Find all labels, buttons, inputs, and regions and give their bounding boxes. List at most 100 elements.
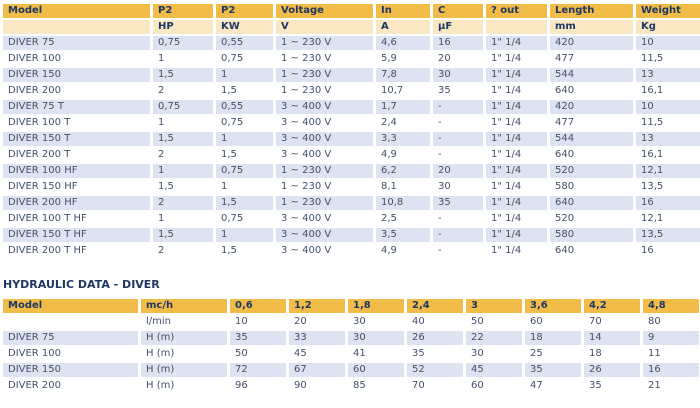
table-cell: 1	[216, 228, 273, 242]
table-cell: 1,5	[216, 244, 273, 258]
table-cell: 41	[348, 347, 404, 361]
table-cell: -	[433, 228, 483, 242]
model-cell: DIVER 100	[3, 52, 150, 66]
table-cell: 477	[550, 52, 633, 66]
table-cell: 544	[550, 132, 633, 146]
table-cell: 2,5	[376, 212, 430, 226]
table-cell: 45	[289, 347, 345, 361]
model-cell	[3, 315, 138, 329]
table-cell: 1 ~ 230 V	[276, 84, 373, 98]
table-cell: 1	[153, 116, 213, 130]
table-cell: -	[433, 116, 483, 130]
header-cell: mm	[550, 20, 633, 34]
table-cell: 45	[466, 363, 522, 377]
table-row: DIVER 200 2 1,5 1 ~ 230 V 10,7 35 1" 1/4 640 16,…	[3, 84, 700, 98]
model-cell: DIVER 200 HF	[3, 196, 150, 210]
table-cell: 1" 1/4	[486, 116, 547, 130]
header-cell: 1,8	[348, 299, 404, 313]
table-cell: 10,7	[376, 84, 430, 98]
technical-table-body: DIVER 75 0,75 0,55 1 ~ 230 V 4,6 16 1" 1/4 420 1…	[3, 36, 700, 258]
table-cell: 1" 1/4	[486, 36, 547, 50]
table-cell: 26	[407, 331, 463, 345]
table-cell: -	[433, 244, 483, 258]
table-cell: 6,2	[376, 164, 430, 178]
table-cell: 1" 1/4	[486, 68, 547, 82]
table-cell: 1	[153, 212, 213, 226]
header-cell: 4,8	[643, 299, 699, 313]
table-cell: -	[433, 132, 483, 146]
table-row: DIVER 100 H (m) 50 45 41 35 30 25 18 11	[3, 347, 699, 361]
technical-header-row: Model P2 P2 Voltage In C? out Length Weight	[3, 4, 700, 18]
table-cell: 47	[525, 379, 581, 393]
table-row: DIVER 150 T 1,5 1 3 ~ 400 V 3,3-1" 1/4 544 13	[3, 132, 700, 146]
table-cell: 1" 1/4	[486, 164, 547, 178]
table-cell: 67	[289, 363, 345, 377]
table-row: DIVER 100 T HF 1 0,75 3 ~ 400 V 2,5-1" 1/4 52…	[3, 212, 700, 226]
header-cell: 3	[466, 299, 522, 313]
table-cell: 40	[407, 315, 463, 329]
table-cell: 13,5	[636, 180, 700, 194]
table-row: DIVER 150 1,5 1 1 ~ 230 V 7,8 30 1" 1/4 544 13	[3, 68, 700, 82]
table-cell: 0,75	[153, 36, 213, 50]
table-cell: 10	[636, 36, 700, 50]
table-cell: 1	[216, 132, 273, 146]
table-cell: 16,1	[636, 84, 700, 98]
table-cell: 0,75	[216, 116, 273, 130]
table-cell: 16	[636, 244, 700, 258]
table-cell: 90	[289, 379, 345, 393]
model-cell: DIVER 100	[3, 347, 138, 361]
table-cell: 1	[216, 68, 273, 82]
table-cell: 26	[584, 363, 640, 377]
table-cell: 70	[407, 379, 463, 393]
table-cell: 3 ~ 400 V	[276, 148, 373, 162]
table-cell: 30	[433, 68, 483, 82]
table-row: DIVER 75 T 0,75 0,55 3 ~ 400 V 1,7-1" 1/4 420…	[3, 100, 700, 114]
table-cell: 8,1	[376, 180, 430, 194]
table-cell: 70	[584, 315, 640, 329]
table-cell: 1,5	[153, 68, 213, 82]
table-cell: 16	[643, 363, 699, 377]
table-cell: 11,5	[636, 116, 700, 130]
table-cell: 580	[550, 228, 633, 242]
table-row: DIVER 75 0,75 0,55 1 ~ 230 V 4,6 16 1" 1/4 420 1…	[3, 36, 700, 50]
header-cell: HP	[153, 20, 213, 34]
table-cell: 50	[230, 347, 286, 361]
table-cell: 11,5	[636, 52, 700, 66]
table-cell: 2	[153, 84, 213, 98]
table-cell: H (m)	[141, 347, 227, 361]
table-cell: 13	[636, 132, 700, 146]
table-cell: 1 ~ 230 V	[276, 52, 373, 66]
hydraulic-section-title: HYDRAULIC DATA - DIVER	[3, 278, 160, 291]
header-cell: 0,6	[230, 299, 286, 313]
hydraulic-table-header: Model mc/h 0,6 1,2 1,8 2,4 3 3,6 4,2 4,8	[3, 299, 699, 313]
table-cell: 0,75	[216, 212, 273, 226]
table-cell: 477	[550, 116, 633, 130]
header-cell	[3, 20, 150, 34]
table-cell: 0,55	[216, 36, 273, 50]
header-cell: Weight	[636, 4, 700, 18]
header-cell: V	[276, 20, 373, 34]
table-cell: 640	[550, 84, 633, 98]
table-row: DIVER 150 HF 1,5 1 1 ~ 230 V 8,1 30 1" 1/4 580 1…	[3, 180, 700, 194]
table-cell: 4,9	[376, 244, 430, 258]
table-cell: 35	[230, 331, 286, 345]
model-cell: DIVER 150 T HF	[3, 228, 150, 242]
table-cell: 22	[466, 331, 522, 345]
header-cell: KW	[216, 20, 273, 34]
model-cell: DIVER 75	[3, 36, 150, 50]
table-cell: 544	[550, 68, 633, 82]
table-cell: 4,9	[376, 148, 430, 162]
table-cell: 4,6	[376, 36, 430, 50]
table-cell: 33	[289, 331, 345, 345]
table-cell: 16,1	[636, 148, 700, 162]
header-cell: Model	[3, 299, 138, 313]
table-cell: 30	[466, 347, 522, 361]
table-cell: 1" 1/4	[486, 148, 547, 162]
table-cell: 1	[153, 164, 213, 178]
table-cell: 1 ~ 230 V	[276, 68, 373, 82]
table-cell: 420	[550, 36, 633, 50]
table-cell: 0,75	[153, 100, 213, 114]
header-cell: Length	[550, 4, 633, 18]
table-cell: 11	[643, 347, 699, 361]
